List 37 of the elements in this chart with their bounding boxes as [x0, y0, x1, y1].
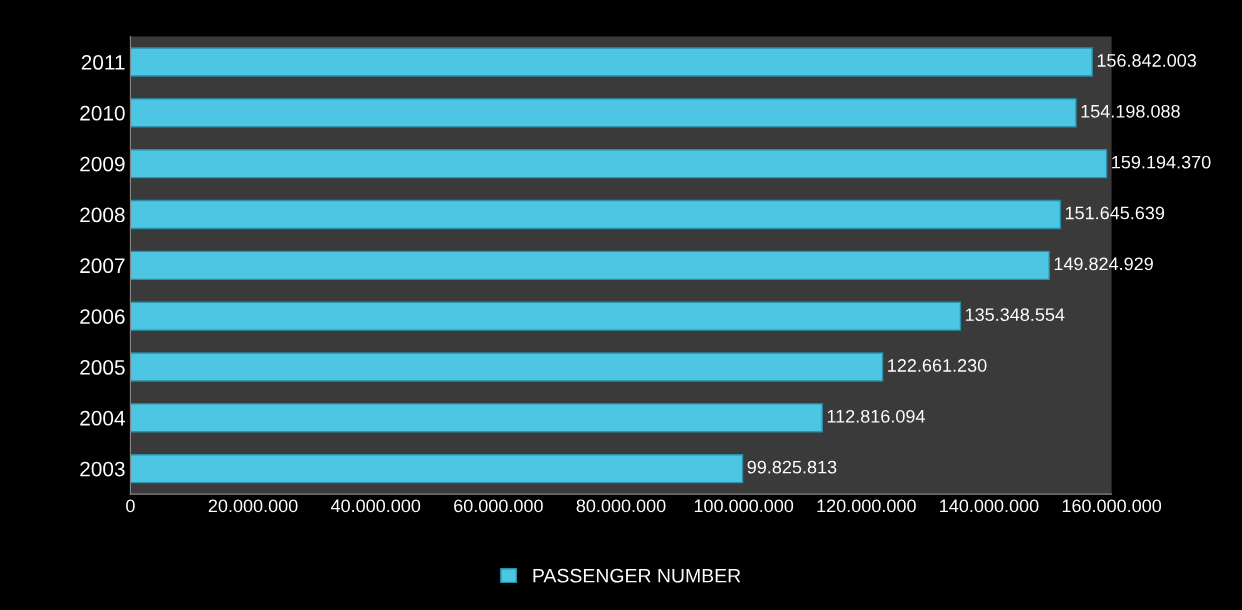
x-tick-label: 0 [126, 499, 135, 513]
y-tick-label: 2004 [80, 410, 125, 426]
bar [130, 301, 962, 331]
y-tick-label: 2007 [80, 258, 125, 274]
y-tick-label: 2003 [80, 461, 125, 477]
bar [130, 352, 884, 382]
bar [130, 199, 1062, 230]
x-tick-label: 20.000.000 [208, 499, 298, 513]
legend-label: PASSENGER NUMBER [533, 568, 741, 583]
bar [130, 149, 1108, 179]
x-tick-label: 100.000.000 [694, 499, 794, 513]
x-tick-label: 60.000.000 [454, 499, 543, 513]
bar [130, 454, 744, 484]
data-label: 149.824.929 [1054, 257, 1153, 271]
data-label: 99.825.813 [747, 460, 837, 474]
y-tick-label: 2005 [80, 360, 125, 375]
y-tick-label: 2009 [80, 156, 125, 172]
x-tick-label: 120.000.000 [817, 499, 916, 513]
data-label: 151.645.639 [1065, 206, 1165, 220]
x-tick-label: 160.000.000 [1062, 499, 1162, 513]
data-label: 112.816.094 [827, 409, 925, 423]
x-tick-label: 80.000.000 [576, 499, 666, 513]
x-tick-label: 40.000.000 [330, 499, 421, 513]
y-tick-label: 2010 [80, 105, 125, 121]
y-tick-label: 2008 [80, 207, 125, 223]
data-label: 122.661.230 [888, 359, 987, 372]
bar [130, 403, 823, 433]
data-label: 154.198.088 [1081, 104, 1180, 118]
data-label: 135.348.554 [965, 308, 1065, 322]
data-label: 156.842.003 [1097, 54, 1196, 67]
y-tick-label: 2006 [80, 309, 125, 324]
x-tick-label: 140.000.000 [940, 499, 1039, 513]
bar [130, 98, 1077, 128]
bar [130, 250, 1050, 281]
y-tick-label: 2011 [81, 55, 125, 70]
bar [130, 47, 1093, 77]
data-label: 159.194.370 [1112, 155, 1211, 169]
